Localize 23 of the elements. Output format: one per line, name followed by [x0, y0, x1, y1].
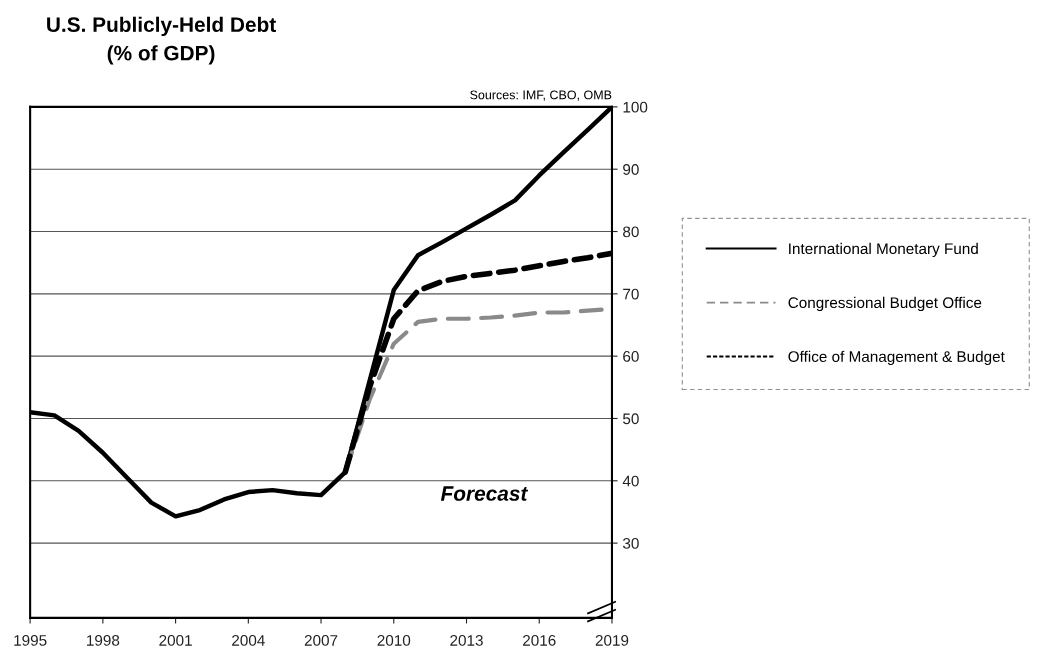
y-tick-label: 90: [623, 164, 639, 175]
y-tick-label: 60: [623, 351, 639, 362]
y-tick-label: 50: [623, 413, 639, 425]
legend-label: Congressional Budget Office: [788, 296, 982, 312]
x-tick-label: 1998: [87, 634, 120, 646]
source-note: Sources: IMF, CBO, OMB: [470, 90, 612, 101]
legend-label: Office of Management & Budget: [788, 350, 1005, 366]
x-tick-label: 2001: [159, 634, 192, 646]
x-tick-label: 2016: [523, 634, 556, 646]
x-tick-label: 2007: [304, 634, 338, 646]
y-tick-label: 70: [623, 288, 639, 300]
y-tick-label: 40: [622, 475, 639, 487]
x-tick-label: 2013: [450, 634, 483, 646]
legend-label: International Monetary Fund: [789, 242, 978, 258]
x-tick-label: 2019: [595, 634, 629, 646]
annotation: Forecast: [440, 486, 529, 501]
y-tick-label: 100: [623, 101, 648, 113]
y-tick-label: 80: [623, 226, 639, 238]
x-tick-label: 2004: [232, 634, 265, 646]
chart-title: U.S. Publicly-Held Debt (% of GDP): [47, 16, 276, 65]
x-tick-label: 1995: [14, 634, 47, 646]
x-tick-label: 2010: [377, 634, 411, 646]
y-tick-label: 30: [622, 537, 639, 549]
